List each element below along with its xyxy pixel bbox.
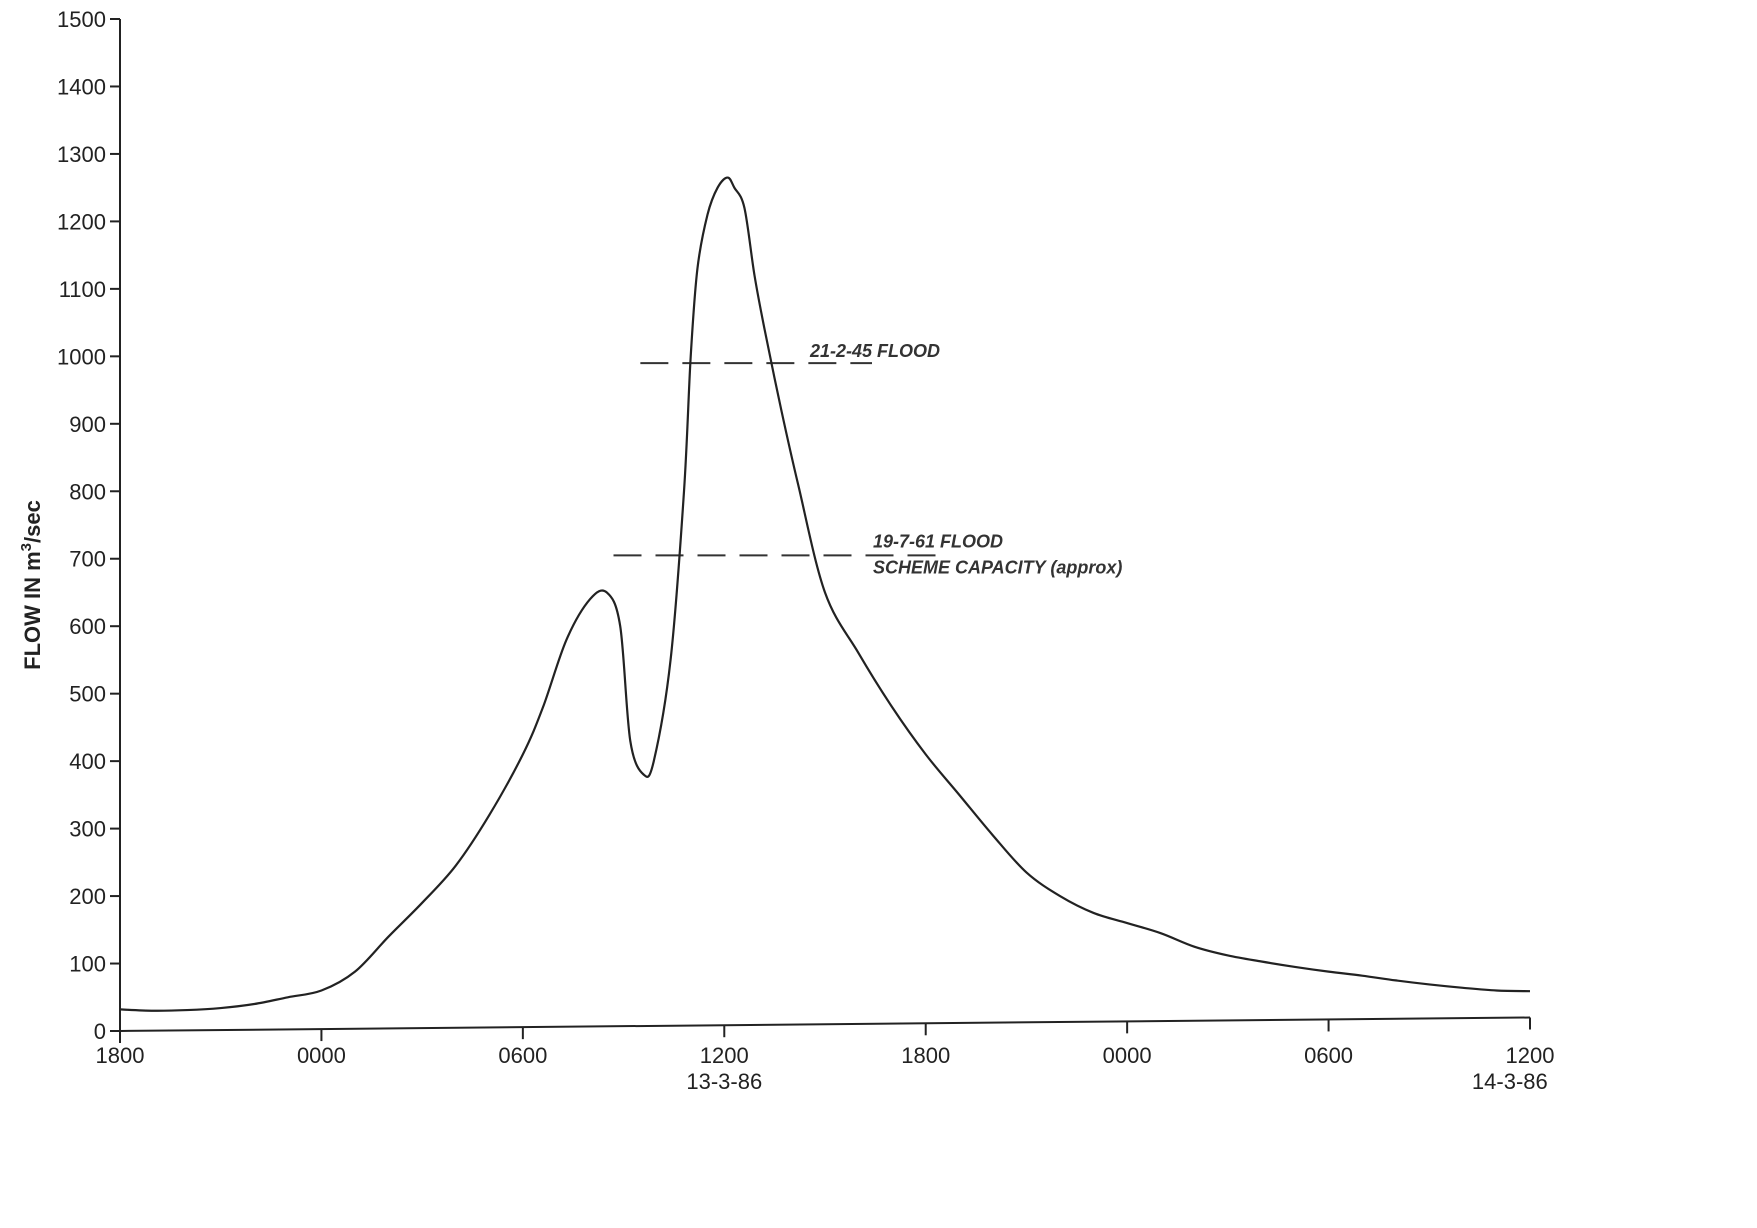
y-tick-label: 200 bbox=[69, 884, 106, 909]
flow-series-line bbox=[119, 176, 1531, 1012]
y-tick-label: 0 bbox=[94, 1019, 106, 1044]
x-tick-label: 1800 bbox=[901, 1043, 950, 1068]
reference-line-label: 19-7-61 FLOOD bbox=[873, 531, 1003, 551]
y-tick-label: 1500 bbox=[57, 7, 106, 32]
date-label: 13-3-86 bbox=[686, 1069, 762, 1094]
x-tick-label: 1800 bbox=[96, 1043, 145, 1068]
x-tick-label: 1200 bbox=[700, 1043, 749, 1068]
y-tick-label: 900 bbox=[69, 412, 106, 437]
y-tick-label: 400 bbox=[69, 749, 106, 774]
y-tick-label: 1200 bbox=[57, 209, 106, 234]
y-axis-label: FLOW IN m3/sec bbox=[18, 500, 45, 670]
x-tick-label: 0000 bbox=[297, 1043, 346, 1068]
y-tick-label: 100 bbox=[69, 952, 106, 977]
axes bbox=[119, 19, 1531, 1032]
x-ticks: 1800 0000 0600 1200 1800 0000 0600 1200 bbox=[96, 1017, 1555, 1068]
y-ticks: 0 100 200 300 400 500 600 700 800 900 1000 1100 1200… bbox=[57, 7, 120, 1044]
y-tick-label: 700 bbox=[69, 547, 106, 572]
x-axis-line bbox=[119, 1016, 1531, 1032]
reference-line-label-secondary: SCHEME CAPACITY (approx) bbox=[873, 557, 1122, 577]
x-tick-label: 0600 bbox=[1304, 1043, 1353, 1068]
y-tick-label: 500 bbox=[69, 682, 106, 707]
y-tick-label: 600 bbox=[69, 614, 106, 639]
reference-lines: 21-2-45 FLOOD 19-7-61 FLOOD SCHEME CAPACIT… bbox=[613, 341, 1122, 577]
x-tick-label: 0000 bbox=[1103, 1043, 1152, 1068]
y-tick-label: 800 bbox=[69, 479, 106, 504]
y-tick-label: 1000 bbox=[57, 344, 106, 369]
date-labels: 13-3-86 14-3-86 bbox=[686, 1069, 1547, 1094]
y-tick-label: 1400 bbox=[57, 74, 106, 99]
y-tick-label: 300 bbox=[69, 817, 106, 842]
date-label: 14-3-86 bbox=[1472, 1069, 1548, 1094]
x-tick-label: 0600 bbox=[498, 1043, 547, 1068]
reference-line-label: 21-2-45 FLOOD bbox=[809, 341, 940, 361]
x-tick-label: 1200 bbox=[1506, 1043, 1555, 1068]
y-tick-label: 1100 bbox=[59, 277, 106, 302]
y-tick-label: 1300 bbox=[57, 142, 106, 167]
